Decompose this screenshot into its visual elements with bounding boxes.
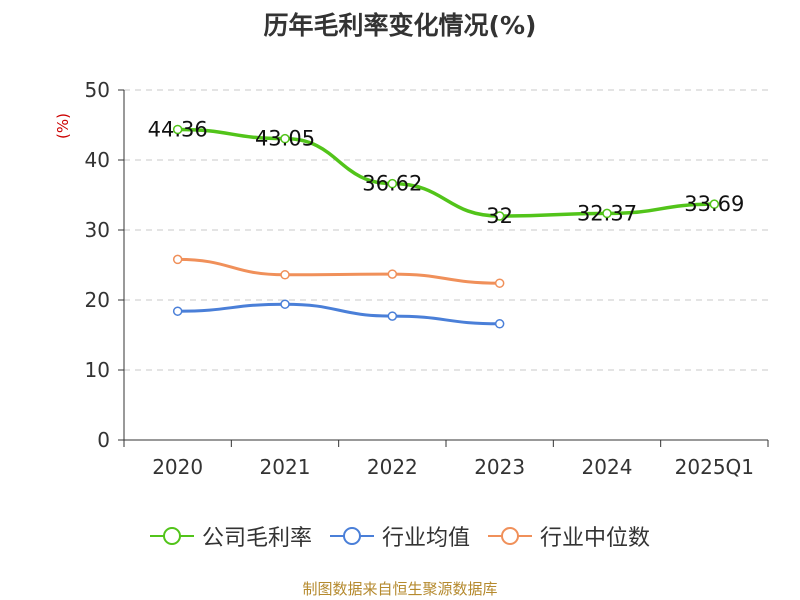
legend-label-company: 公司毛利率: [201, 526, 312, 551]
legend-item-company[interactable]: 公司毛利率: [149, 520, 312, 552]
data-point: [494, 319, 505, 329]
x-tick-label: 2020: [152, 455, 203, 479]
data-point: [280, 299, 290, 309]
data-label: 33.69: [684, 192, 744, 216]
data-point: [280, 270, 290, 280]
x-tick-label: 2023: [474, 455, 525, 479]
y-tick-label: 10: [85, 358, 110, 382]
data-point: [387, 178, 398, 189]
y-tick-label: 40: [85, 148, 110, 172]
chart-title: 历年毛利率变化情况(%): [263, 11, 537, 40]
y-tick-label: 20: [85, 288, 110, 312]
legend-item-industry-mean[interactable]: 行业均值: [329, 520, 470, 552]
x-tick-label: 2024: [582, 455, 633, 479]
legend-marker-company: [149, 527, 194, 545]
data-label: 44.36: [148, 117, 208, 141]
x-tick-label: 2022: [367, 455, 418, 479]
y-tick-label: 30: [85, 218, 110, 242]
data-label: 32.37: [577, 201, 637, 225]
data-point: [709, 199, 720, 209]
x-tick-label: 2025Q1: [675, 455, 754, 479]
x-tick-label: 2021: [260, 455, 311, 479]
data-point: [387, 311, 398, 321]
data-point: [172, 124, 183, 135]
y-tick-label: 50: [85, 78, 110, 102]
data-point: [494, 211, 505, 221]
series-line: [177, 302, 500, 326]
legend-label-industry-median: 行业中位数: [540, 526, 651, 551]
legend-marker-industry-median: [488, 527, 532, 545]
y-axis-label: (%): [54, 113, 72, 139]
legend-item-industry-median[interactable]: 行业中位数: [488, 520, 650, 552]
data-point: [280, 133, 290, 144]
data-point: [172, 254, 183, 265]
data-label: 32: [486, 204, 513, 228]
legend-label-industry-mean: 行业均值: [381, 526, 470, 551]
series-line: [177, 257, 500, 285]
data-point: [494, 278, 505, 288]
source-note: 制图数据来自恒生聚源数据库: [302, 580, 498, 598]
data-label: 43.05: [255, 127, 315, 151]
y-tick-label: 0: [97, 428, 110, 452]
legend-marker-industry-mean: [329, 527, 374, 545]
legend: 公司毛利率 行业均值 行业中位数: [0, 520, 800, 552]
data-label: 36.62: [362, 172, 422, 196]
data-point: [172, 306, 183, 316]
series-line: [177, 127, 715, 218]
data-point: [387, 269, 398, 279]
data-point: [602, 208, 612, 219]
